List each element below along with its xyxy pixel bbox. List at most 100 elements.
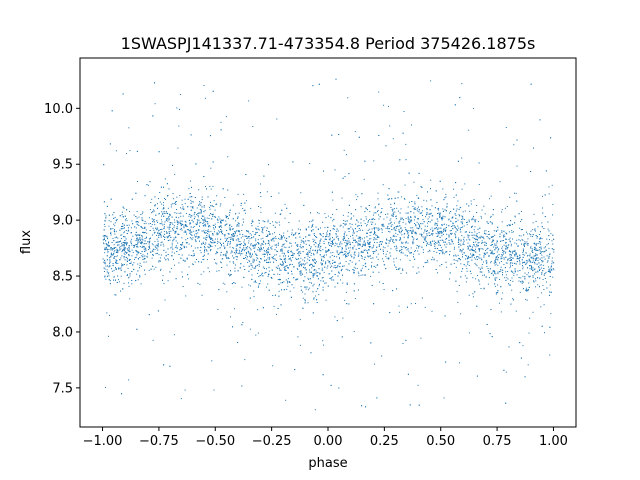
- data-point: [529, 253, 531, 255]
- data-point: [243, 276, 245, 278]
- data-point: [110, 198, 112, 200]
- data-point: [153, 209, 154, 211]
- data-point: [153, 210, 155, 212]
- data-point: [359, 237, 361, 239]
- data-point: [456, 229, 458, 231]
- data-point: [461, 219, 463, 220]
- data-point: [476, 235, 478, 237]
- data-point: [462, 216, 464, 218]
- data-point: [309, 281, 311, 283]
- data-point: [377, 211, 378, 212]
- data-point: [431, 219, 433, 221]
- data-point: [104, 226, 106, 227]
- data-point: [493, 253, 495, 255]
- data-point: [155, 246, 157, 248]
- data-point: [441, 239, 443, 241]
- data-point: [441, 218, 443, 220]
- data-point: [468, 205, 470, 207]
- data-point: [177, 242, 179, 244]
- data-point: [297, 253, 299, 254]
- data-point: [248, 270, 250, 272]
- data-point: [400, 227, 401, 229]
- data-point: [140, 214, 142, 215]
- data-point: [550, 291, 552, 293]
- data-point: [180, 222, 182, 224]
- data-point: [536, 243, 538, 245]
- data-point: [412, 239, 414, 241]
- chart-title: 1SWASPJ141337.71-473354.8 Period 375426.…: [121, 34, 536, 53]
- data-point: [260, 196, 262, 197]
- data-point: [432, 230, 433, 232]
- data-point: [532, 258, 534, 260]
- data-point: [494, 270, 496, 272]
- data-point: [245, 200, 247, 202]
- data-point: [343, 149, 345, 151]
- data-point: [413, 212, 415, 214]
- data-point: [252, 253, 253, 255]
- data-point: [332, 242, 333, 243]
- data-point: [229, 243, 231, 245]
- data-point: [393, 258, 395, 260]
- data-point: [418, 247, 420, 249]
- data-point: [228, 273, 230, 275]
- data-point: [124, 215, 126, 217]
- data-point: [362, 245, 364, 247]
- data-point: [490, 245, 492, 246]
- data-point: [103, 223, 105, 225]
- data-point: [226, 238, 228, 240]
- data-point: [460, 244, 462, 246]
- data-point: [475, 241, 477, 243]
- data-point: [535, 257, 537, 259]
- data-point: [374, 228, 375, 230]
- data-point: [325, 262, 327, 264]
- data-point: [486, 263, 488, 265]
- data-point: [312, 85, 314, 87]
- data-point: [461, 215, 463, 217]
- data-point: [317, 272, 319, 274]
- data-point: [138, 216, 140, 218]
- data-point: [523, 281, 524, 283]
- data-point: [481, 248, 483, 250]
- data-point: [351, 261, 353, 263]
- data-point: [459, 228, 461, 230]
- data-point: [329, 237, 331, 239]
- data-point: [499, 181, 501, 183]
- data-point: [534, 273, 536, 275]
- data-point: [416, 194, 418, 196]
- data-point: [543, 228, 545, 229]
- data-point: [347, 254, 349, 256]
- data-point: [400, 252, 402, 254]
- data-point: [395, 232, 397, 234]
- data-point: [173, 239, 175, 240]
- data-point: [393, 236, 395, 238]
- data-point: [142, 259, 144, 260]
- data-point: [485, 244, 487, 246]
- data-point: [155, 227, 157, 229]
- data-point: [478, 232, 480, 234]
- data-point: [144, 249, 146, 251]
- data-point: [133, 214, 135, 216]
- data-point: [225, 224, 227, 225]
- data-point: [426, 208, 428, 210]
- data-point: [332, 220, 334, 222]
- data-point: [328, 236, 330, 238]
- data-point: [232, 237, 234, 239]
- data-point: [519, 263, 521, 265]
- data-point: [490, 252, 492, 254]
- data-point: [475, 239, 477, 240]
- data-point: [443, 228, 445, 230]
- data-point: [352, 242, 354, 243]
- data-point: [171, 222, 173, 224]
- data-point: [539, 277, 541, 279]
- data-point: [395, 257, 397, 259]
- data-point: [383, 253, 384, 255]
- data-point: [409, 230, 411, 232]
- data-point: [297, 245, 299, 247]
- data-point: [232, 238, 234, 240]
- data-point: [528, 272, 529, 274]
- data-point: [226, 223, 228, 225]
- data-point: [520, 235, 522, 237]
- data-point: [336, 266, 338, 268]
- data-point: [121, 225, 122, 227]
- data-point: [121, 234, 123, 236]
